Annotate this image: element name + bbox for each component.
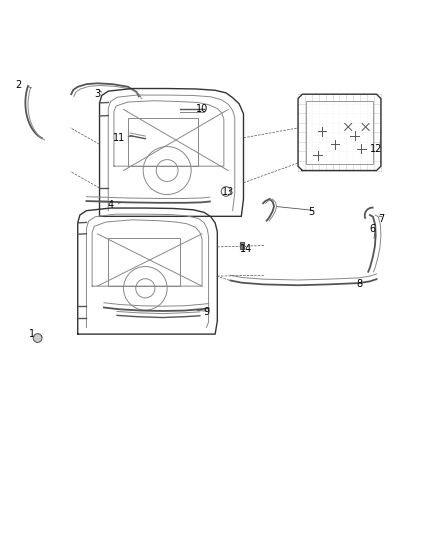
Text: 4: 4 (107, 200, 113, 211)
Text: 9: 9 (203, 308, 209, 317)
Text: 5: 5 (307, 207, 314, 217)
Bar (240, 242, 244, 249)
Text: 11: 11 (113, 133, 125, 143)
Text: 1: 1 (29, 329, 35, 339)
Text: 3: 3 (94, 89, 100, 99)
Circle shape (33, 334, 42, 342)
Text: 13: 13 (222, 187, 234, 197)
Text: 8: 8 (355, 279, 361, 289)
Text: 7: 7 (377, 214, 383, 223)
Circle shape (221, 187, 230, 196)
Text: 12: 12 (370, 144, 382, 154)
Bar (305, 101, 372, 164)
Text: 2: 2 (16, 80, 22, 91)
Text: 10: 10 (195, 104, 208, 115)
Text: 6: 6 (368, 224, 374, 235)
Text: 14: 14 (239, 244, 251, 254)
